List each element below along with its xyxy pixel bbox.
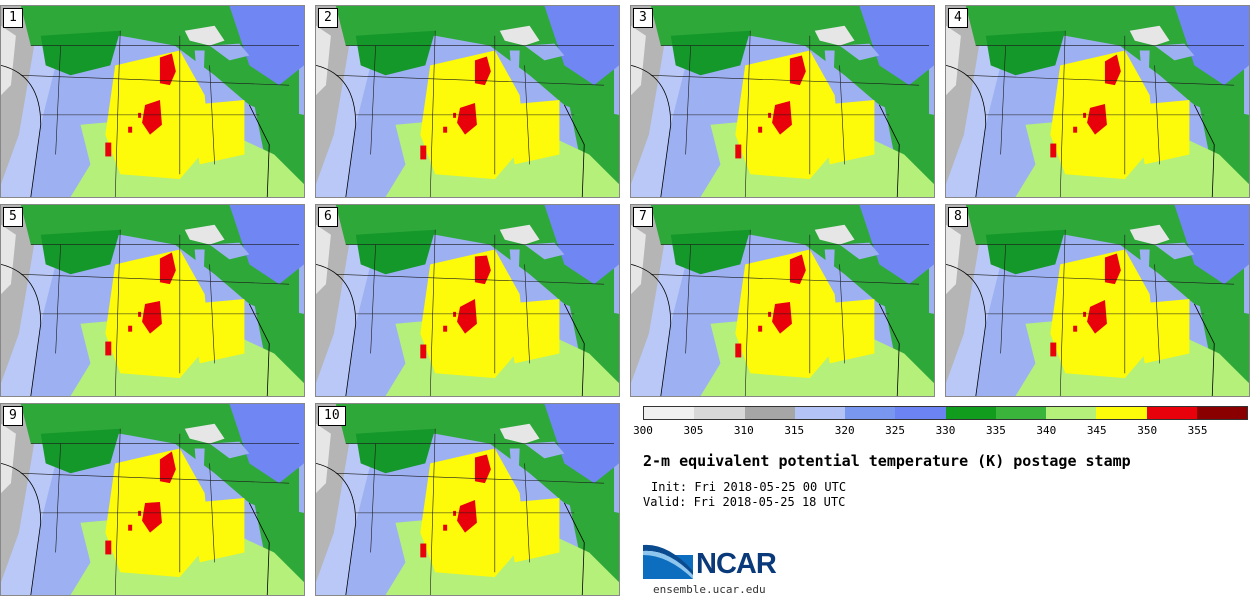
logo-url: ensemble.ucar.edu	[653, 583, 766, 596]
colorbar-swatch	[1096, 407, 1147, 419]
colorbar-tick-label: 320	[834, 424, 855, 437]
colorbar-swatch	[694, 407, 745, 419]
colorbar-tick-label: 310	[733, 424, 754, 437]
postage-stamp-panel: 5	[0, 204, 305, 397]
colorbar-tick-label: 300	[633, 424, 653, 437]
panel-member-label: 9	[3, 406, 23, 426]
colorbar	[643, 406, 1248, 420]
colorbar-tick-label: 345	[1086, 424, 1107, 437]
colorbar-ticks: 300 305 310 315 320 325 330 335 340 345 350 355	[633, 424, 1248, 438]
panel-member-label: 4	[948, 8, 968, 28]
panel-member-label: 5	[3, 207, 23, 227]
postage-stamp-panel: 8	[945, 204, 1250, 397]
postage-stamp-panel: 10	[315, 403, 620, 596]
colorbar-swatch	[794, 407, 845, 419]
panel-member-label: 2	[318, 8, 338, 28]
colorbar-swatch	[945, 407, 996, 419]
init-time: Init: Fri 2018-05-25 00 UTC	[651, 480, 847, 494]
panel-member-label: 3	[633, 8, 653, 28]
colorbar-swatch	[1046, 407, 1097, 419]
colorbar-tick-label: 355	[1187, 424, 1208, 437]
postage-stamp-panel: 9	[0, 403, 305, 596]
colorbar-swatch	[1146, 407, 1197, 419]
postage-stamp-panel: 1	[0, 5, 305, 198]
colorbar-swatch	[895, 407, 946, 419]
postage-stamp-panel: 3	[630, 5, 935, 198]
colorbar-tick-label: 315	[784, 424, 805, 437]
figure-title: 2-m equivalent potential temperature (K)…	[643, 452, 1131, 470]
panel-member-label: 8	[948, 207, 968, 227]
colorbar-tick-label: 350	[1137, 424, 1158, 437]
panel-member-label: 6	[318, 207, 338, 227]
colorbar-swatch	[744, 407, 795, 419]
colorbar-tick-label: 305	[683, 424, 704, 437]
panel-member-label: 7	[633, 207, 653, 227]
colorbar-tick-label: 325	[885, 424, 906, 437]
panel-member-label: 10	[318, 406, 346, 426]
colorbar-tick-label: 330	[935, 424, 956, 437]
colorbar-swatch	[1196, 407, 1247, 419]
postage-stamp-panel: 6	[315, 204, 620, 397]
colorbar-tick-label: 335	[985, 424, 1006, 437]
postage-stamp-panel: 4	[945, 5, 1250, 198]
postage-stamp-panel: 2	[315, 5, 620, 198]
ncar-logo-icon	[643, 544, 693, 579]
colorbar-swatch	[644, 407, 695, 419]
colorbar-swatch	[845, 407, 896, 419]
panel-member-label: 1	[3, 8, 23, 28]
colorbar-tick-label: 340	[1036, 424, 1057, 437]
ncar-logo-text: NCAR	[696, 548, 777, 580]
colorbar-swatch	[995, 407, 1046, 419]
postage-stamp-panel: 7	[630, 204, 935, 397]
valid-time: Valid: Fri 2018-05-25 18 UTC	[643, 495, 846, 509]
